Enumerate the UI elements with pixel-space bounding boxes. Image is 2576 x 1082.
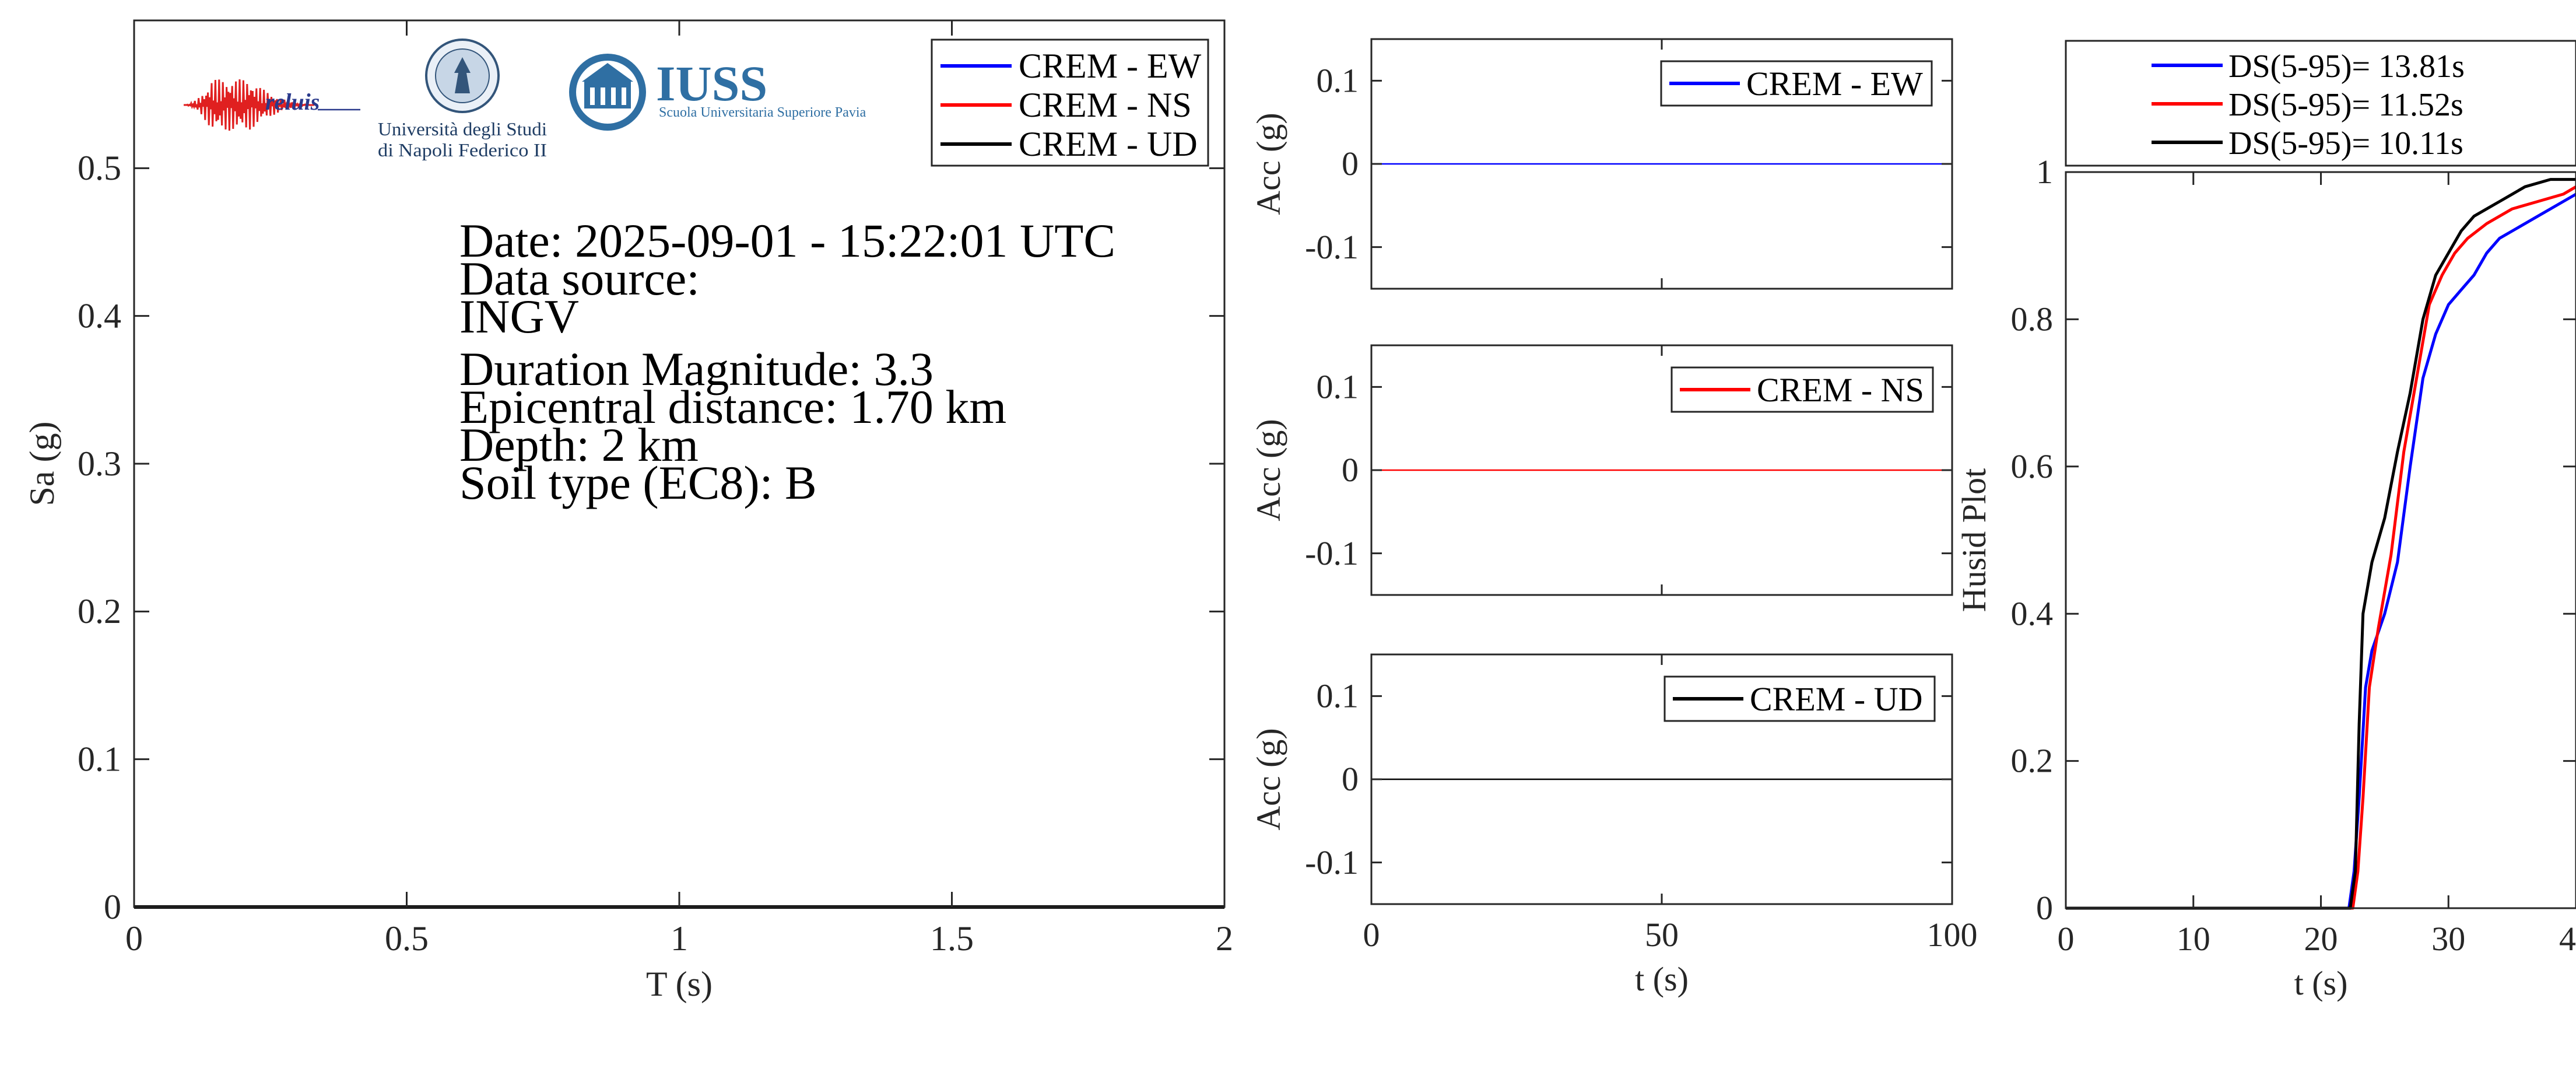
legend-label-1: DS(5-95)= 11.52s [2228,87,2463,123]
y-tick-label: 0.2 [78,592,121,631]
x-tick-label: 100 [1927,916,1978,954]
series-line-2 [2066,178,2576,910]
x-axis-label: t (s) [2294,964,2348,1002]
y-tick-label: 0.4 [78,296,121,335]
x-tick-label: 30 [2431,920,2465,958]
unina-text-1: Università degli Studi [378,118,547,139]
y-tick-label: 0.1 [1317,677,1359,715]
seismogram-icon [184,79,314,131]
info-depth: Depth: 2 km [459,418,699,471]
y-tick-label: 0 [1342,145,1359,183]
y-tick-label: 0.5 [78,149,121,187]
x-tick-label: 0 [1363,916,1380,954]
unina-seal-figure [454,57,471,93]
x-tick-label: 20 [2304,920,2338,958]
y-tick-label: -0.1 [1305,534,1359,572]
x-tick-label: 0.5 [385,919,429,958]
iuss-emblem-roof [582,63,633,82]
y-tick-label: 0.1 [1317,367,1359,405]
y-axis-label: Husid Plot [1955,468,1993,612]
legend-label-2: CREM - UD [1019,125,1198,163]
iuss-subtitle: Scuola Universitaria Superiore Pavia [659,105,866,120]
y-tick-label: 0 [2036,889,2053,927]
legend-label-0: DS(5-95)= 13.81s [2228,48,2465,85]
legend: CREM - UD [1663,675,1936,722]
y-tick-label: 0.6 [2011,447,2054,485]
accelerogram-ns: -0.1 0 0.1 Acc (g) CREM - NS [1250,344,1953,596]
y-tick-label: 1 [2036,153,2053,191]
x-tick-label: 1.5 [930,919,974,958]
legend-label-0: CREM - EW [1019,47,1202,85]
legend-box [2065,40,2576,167]
y-tick-label: 0.3 [78,444,121,483]
iuss-emblem-column-0 [590,87,595,105]
x-tick-label: 1 [671,919,688,958]
y-tick-label: 0 [104,888,121,926]
unina-text-2: di Napoli Federico II [378,139,547,160]
y-tick-label: 0 [1342,451,1359,489]
x-axis-label: T (s) [646,965,713,1003]
iuss-emblem-column-2 [611,87,616,105]
iuss-logo-text: IUSS [656,55,767,111]
x-tick-label: 0 [2058,920,2075,958]
iuss-emblem-column-3 [622,87,626,105]
info-source-value: INGV [459,290,579,343]
legend-label-1: CREM - NS [1019,86,1192,124]
y-tick-label: 0.1 [78,740,121,778]
reluis-logo-text: reluis [265,89,320,115]
accelerogram-ew: -0.1 0 0.1 Acc (g) CREM - EW [1250,38,1953,290]
info-distance: Epicentral distance: 1.70 km [459,380,1006,433]
y-axis-label: Acc (g) [1250,113,1287,215]
x-tick-label: 40 [2559,920,2576,958]
plot-area [134,20,1224,907]
y-axis-label: Acc (g) [1250,419,1287,521]
info-source-label: Data source: [459,252,700,305]
legend: CREM - EW [1660,60,1933,107]
info-soil: Soil type (EC8): B [459,456,817,509]
y-tick-label: -0.1 [1305,843,1359,881]
legend-label: CREM - NS [1757,371,1924,409]
x-tick-label: 0 [125,919,143,958]
x-axis-label: t (s) [1635,960,1689,998]
reluis-logo: reluis [184,79,360,131]
y-axis-label: Sa (g) [23,422,61,506]
y-tick-label: 0.1 [1317,61,1359,99]
legend-box [1663,675,1936,722]
y-tick-label: 0.8 [2011,300,2054,338]
y-tick-label: 0.2 [2011,742,2054,780]
x-tick-label: 10 [2177,920,2210,958]
iuss-emblem-column-1 [601,87,605,105]
legend: CREM - NS [1670,366,1934,413]
x-tick-label: 50 [1645,916,1679,954]
legend-label: CREM - UD [1750,680,1922,718]
info-date: Date: 2025-09-01 - 15:22:01 UTC [459,214,1115,267]
plot-area [2066,172,2576,908]
legend-label-2: DS(5-95)= 10.11s [2228,125,2463,162]
y-tick-label: 0.4 [2011,594,2054,632]
series-line-1 [2066,185,2576,910]
y-tick-label: 0 [1342,760,1359,798]
x-tick-label: 2 [1216,919,1233,958]
y-axis-label: Acc (g) [1250,728,1287,831]
legend-label: CREM - EW [1746,65,1923,103]
husid-plot: 00.20.40.60.81010203040t (s)Husid PlotDS… [1955,40,2576,1002]
info-magnitude: Duration Magnitude: 3.3 [459,342,933,395]
y-tick-label: -0.1 [1305,228,1359,266]
response-spectrum: 0 0.1 0.2 0.3 0.4 0.5 0 0.5 1 1.5 2 T (s) Sa (g) CREM… [23,19,1233,1003]
